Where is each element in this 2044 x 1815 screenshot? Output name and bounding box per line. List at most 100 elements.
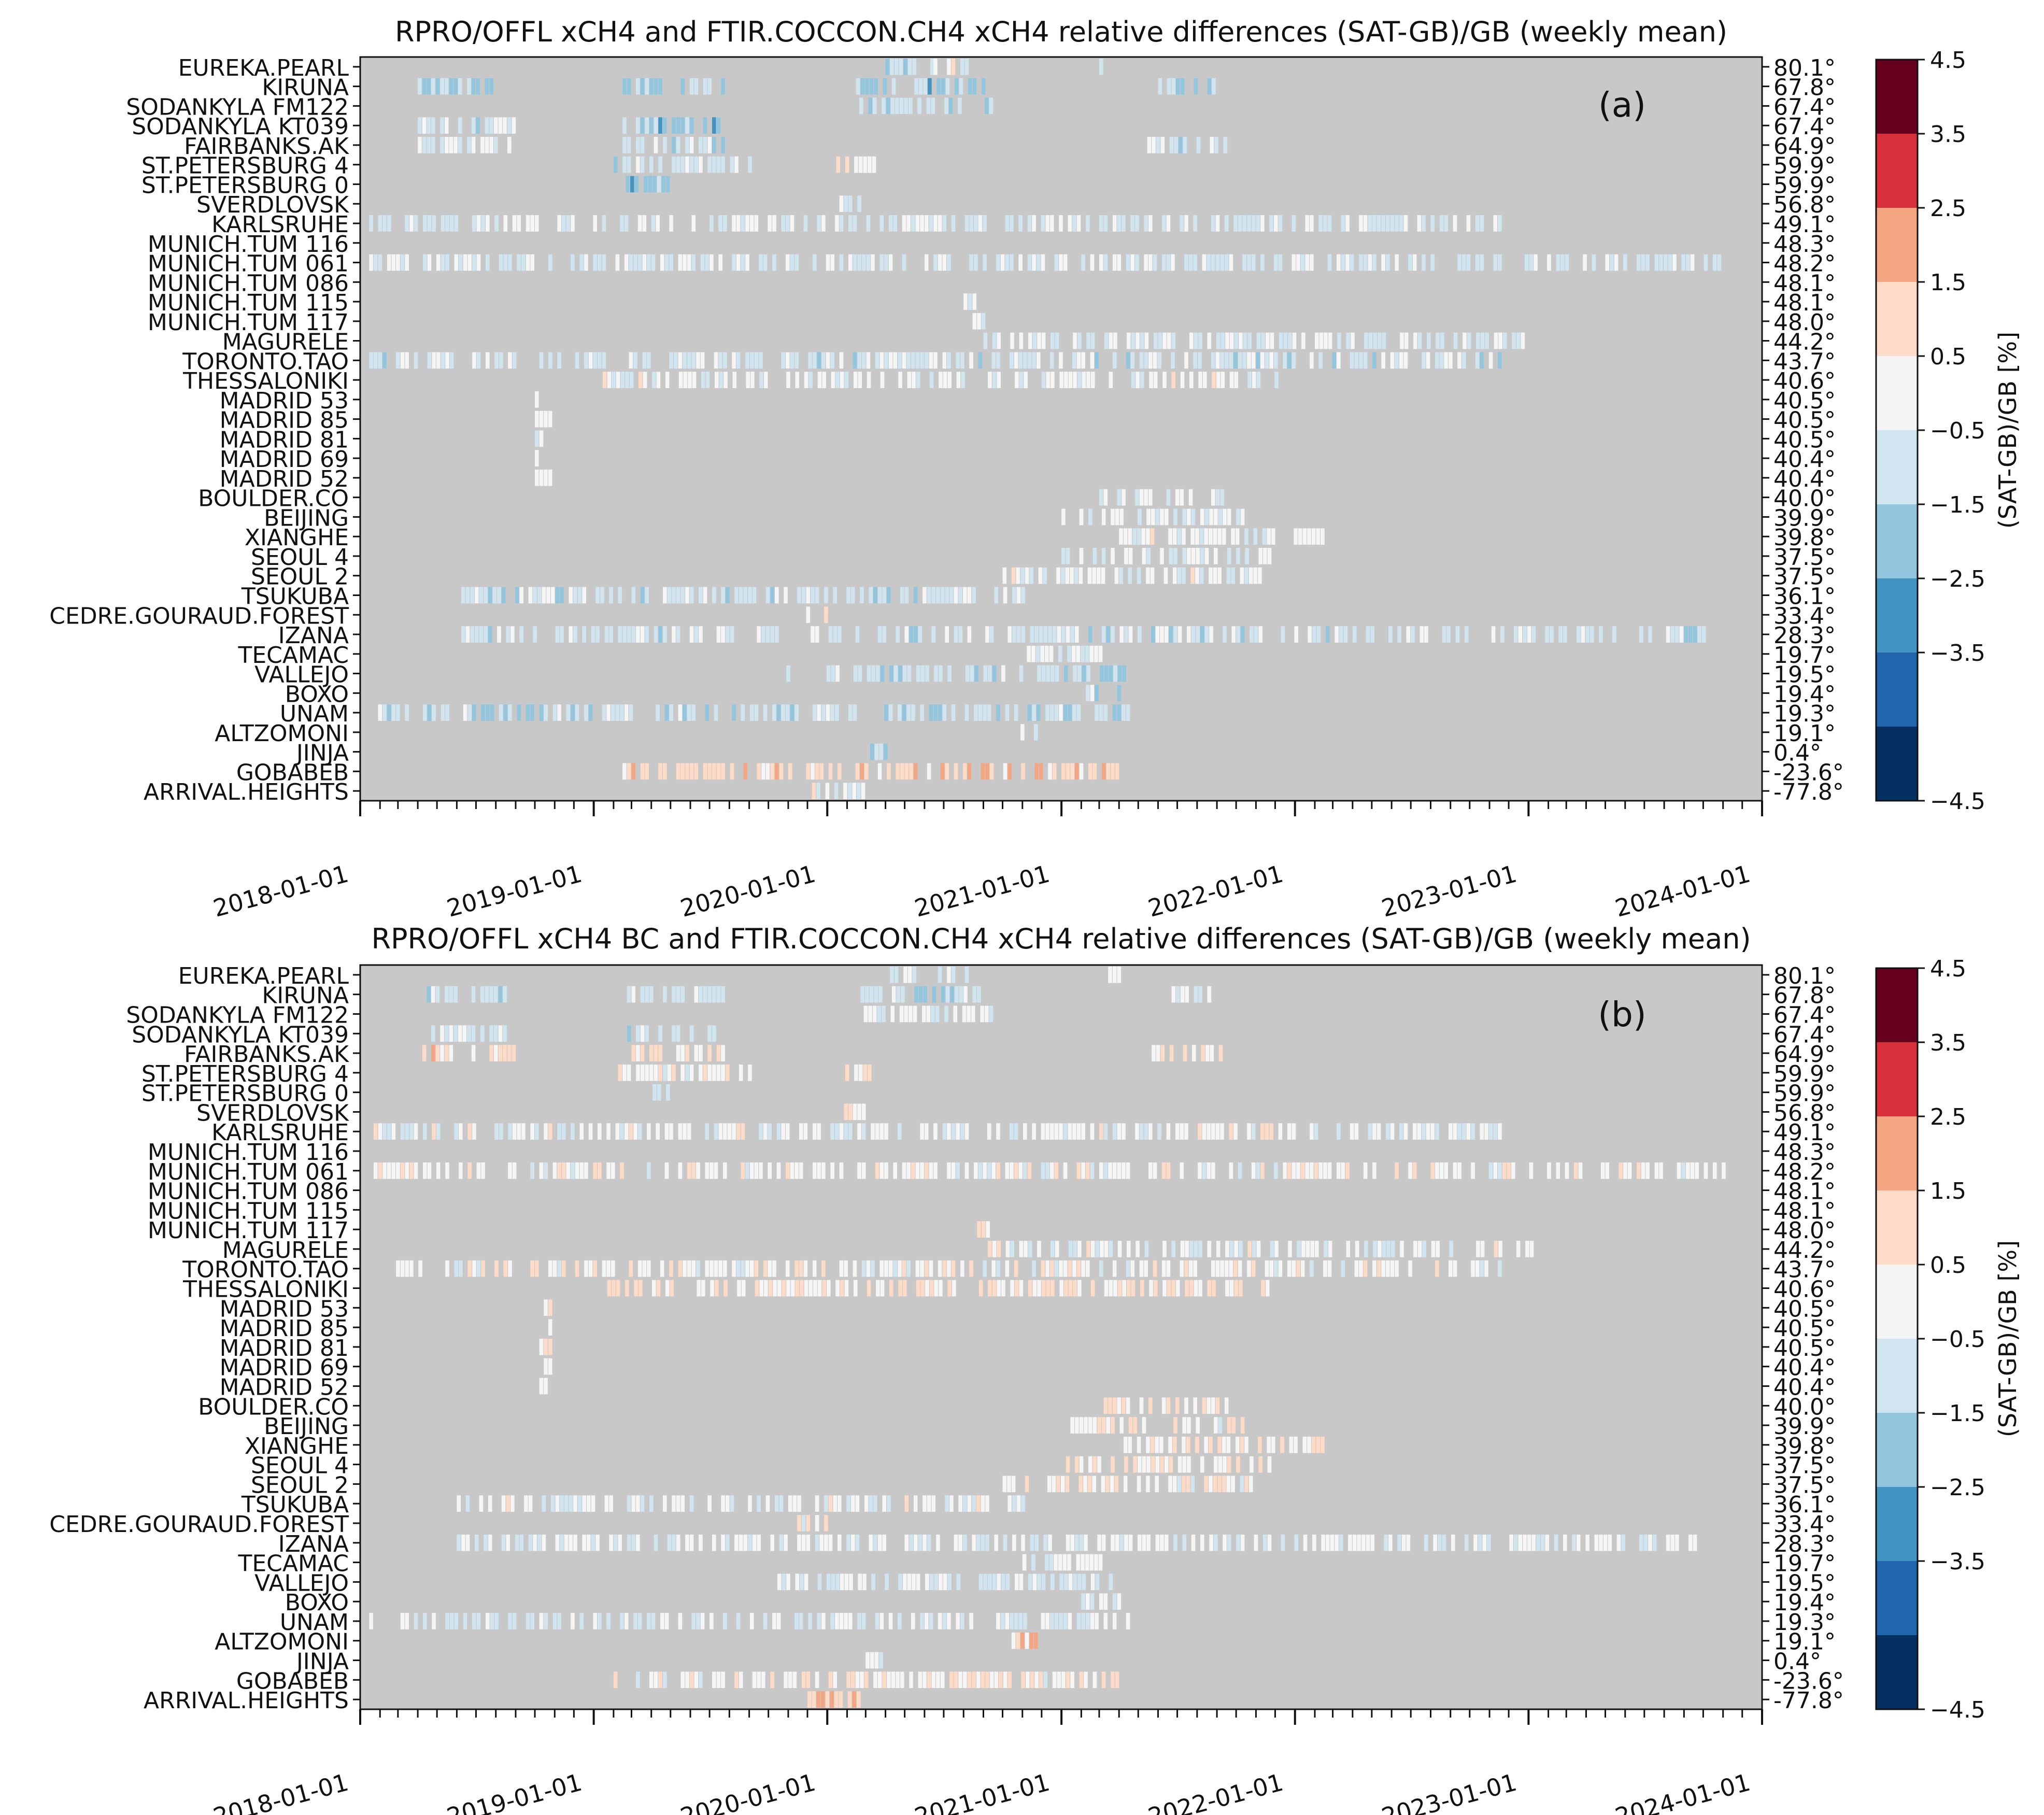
data-cell	[1457, 254, 1461, 271]
data-cell	[1122, 1162, 1126, 1179]
data-cell	[916, 1573, 920, 1591]
data-cell	[645, 986, 649, 1003]
data-cell	[948, 97, 953, 115]
data-cell	[920, 1280, 925, 1297]
data-cell	[772, 1260, 776, 1277]
data-cell	[539, 352, 544, 369]
data-cell	[1527, 626, 1531, 643]
data-cell	[1063, 1123, 1068, 1140]
data-cell	[691, 215, 696, 232]
data-cell	[454, 1123, 459, 1140]
data-cell	[544, 410, 548, 428]
data-cell	[606, 1162, 611, 1179]
data-cell	[732, 352, 736, 369]
data-cell	[1043, 1671, 1048, 1689]
data-cell	[387, 254, 391, 271]
data-cell	[1368, 215, 1372, 232]
data-cell	[552, 704, 557, 721]
data-cell	[812, 783, 816, 799]
data-cell	[1545, 1534, 1550, 1551]
data-cell	[1209, 508, 1213, 526]
data-cell	[1488, 1123, 1493, 1140]
data-cell	[658, 156, 662, 173]
data-cell	[1043, 567, 1047, 584]
data-cell	[945, 626, 949, 643]
data-cell	[1189, 1280, 1194, 1297]
data-cell	[726, 1495, 730, 1512]
data-cell	[709, 1162, 714, 1179]
data-cell	[1214, 137, 1218, 153]
data-cell	[503, 1045, 507, 1061]
data-cell	[1086, 1162, 1090, 1179]
data-cell	[969, 254, 973, 271]
data-cell	[1005, 215, 1010, 232]
data-cell	[1187, 626, 1191, 643]
data-cell	[1480, 1260, 1484, 1277]
data-cell	[1196, 1417, 1200, 1434]
data-cell	[1146, 508, 1151, 526]
data-cell	[409, 1123, 414, 1140]
data-cell	[1109, 665, 1113, 682]
data-cell	[1135, 489, 1139, 506]
data-cell	[486, 1613, 490, 1629]
data-cell	[808, 372, 813, 388]
data-cell	[584, 352, 588, 369]
data-cell	[872, 97, 877, 115]
data-cell	[689, 763, 694, 780]
data-cell	[1101, 548, 1106, 564]
data-cell	[872, 156, 876, 173]
data-cell	[489, 137, 493, 153]
data-cell	[721, 78, 725, 95]
data-cell	[1149, 1280, 1153, 1297]
data-cell	[1173, 626, 1177, 643]
data-cell	[602, 352, 606, 369]
data-cell	[875, 1123, 879, 1140]
data-cell	[676, 587, 680, 604]
data-cell	[1223, 626, 1227, 643]
station-label: ST.PETERSBURG 4	[141, 153, 349, 179]
data-cell	[924, 1613, 929, 1629]
data-cell	[664, 1613, 669, 1629]
data-cell	[654, 1065, 658, 1081]
data-cell	[1688, 626, 1693, 643]
data-cell	[521, 1123, 526, 1140]
data-cell	[1135, 215, 1139, 232]
data-cell	[1278, 1260, 1283, 1277]
data-cell	[1109, 1241, 1113, 1257]
data-cell	[640, 117, 645, 134]
data-cell	[786, 704, 790, 721]
data-cell	[1417, 332, 1422, 349]
data-cell	[1177, 1476, 1182, 1493]
data-cell	[414, 1613, 418, 1629]
data-cell	[1146, 1476, 1150, 1493]
data-cell	[1433, 1534, 1437, 1551]
data-cell	[1518, 626, 1523, 643]
data-cell	[1160, 626, 1164, 643]
data-cell	[627, 763, 631, 780]
data-cell	[1046, 372, 1051, 388]
data-cell	[692, 372, 697, 388]
data-cell	[507, 137, 512, 153]
station-label: MAGURELE	[222, 1237, 349, 1264]
data-cell	[954, 587, 958, 604]
data-cell	[1140, 372, 1144, 388]
data-cell	[1068, 1573, 1073, 1591]
data-cell	[1048, 1534, 1052, 1551]
data-cell	[1267, 548, 1272, 564]
data-cell	[649, 156, 654, 173]
data-cell	[1117, 254, 1122, 271]
data-cell	[557, 704, 561, 721]
data-cell	[1155, 1456, 1160, 1473]
data-cell	[1100, 665, 1104, 682]
data-cell	[877, 1671, 882, 1689]
data-cell	[480, 137, 485, 153]
data-cell	[989, 763, 994, 780]
data-cell	[868, 156, 872, 173]
latitude-label: 67.4°	[1773, 114, 1836, 140]
data-cell	[1231, 528, 1235, 545]
data-cell	[1294, 528, 1298, 545]
data-cell	[1087, 567, 1092, 584]
data-cell	[539, 410, 544, 428]
data-cell	[831, 1573, 835, 1591]
data-cell	[794, 254, 799, 271]
